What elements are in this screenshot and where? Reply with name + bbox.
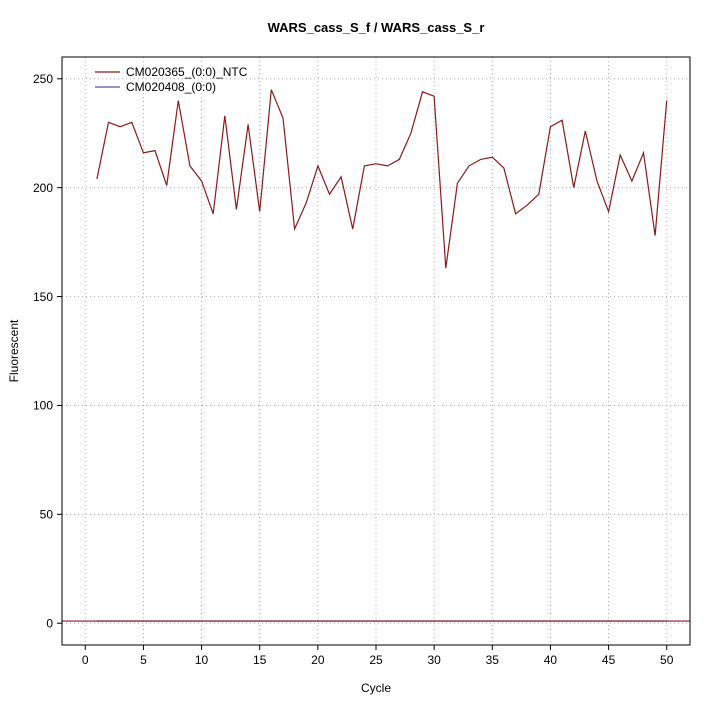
y-axis-label: Fluorescent [7, 319, 21, 382]
x-axis-label: Cycle [361, 681, 391, 695]
x-tick-label: 0 [82, 653, 89, 667]
x-tick-label: 35 [486, 653, 500, 667]
series-line-CM020365_(0:0)_NTC [96, 89, 668, 269]
x-tick-label: 5 [140, 653, 147, 667]
x-tick-label: 20 [311, 653, 325, 667]
x-tick-label: 15 [253, 653, 267, 667]
axes-layer: 0 5 10 15 20 25 30 35 40 45 50 0 50 100 150 200 250 [33, 72, 674, 667]
y-tick-label: 200 [33, 181, 53, 195]
x-tick-label: 10 [195, 653, 209, 667]
x-tick-label: 50 [660, 653, 674, 667]
series-layer [62, 89, 690, 622]
y-tick-label: 100 [33, 399, 53, 413]
legend-label-CM020408_(0:0): CM020408_(0:0) [126, 80, 216, 94]
y-tick-label: 150 [33, 290, 53, 304]
grid-layer [62, 57, 690, 645]
y-tick-label: 50 [40, 508, 54, 522]
x-tick-label: 45 [602, 653, 616, 667]
legend-label-CM020365_(0:0)_NTC: CM020365_(0:0)_NTC [126, 65, 248, 79]
chart-title: WARS_cass_S_f / WARS_cass_S_r [268, 20, 485, 35]
x-tick-label: 30 [427, 653, 441, 667]
y-tick-label: 0 [46, 616, 53, 630]
y-tick-label: 250 [33, 72, 53, 86]
x-tick-label: 25 [369, 653, 383, 667]
x-tick-label: 40 [544, 653, 558, 667]
